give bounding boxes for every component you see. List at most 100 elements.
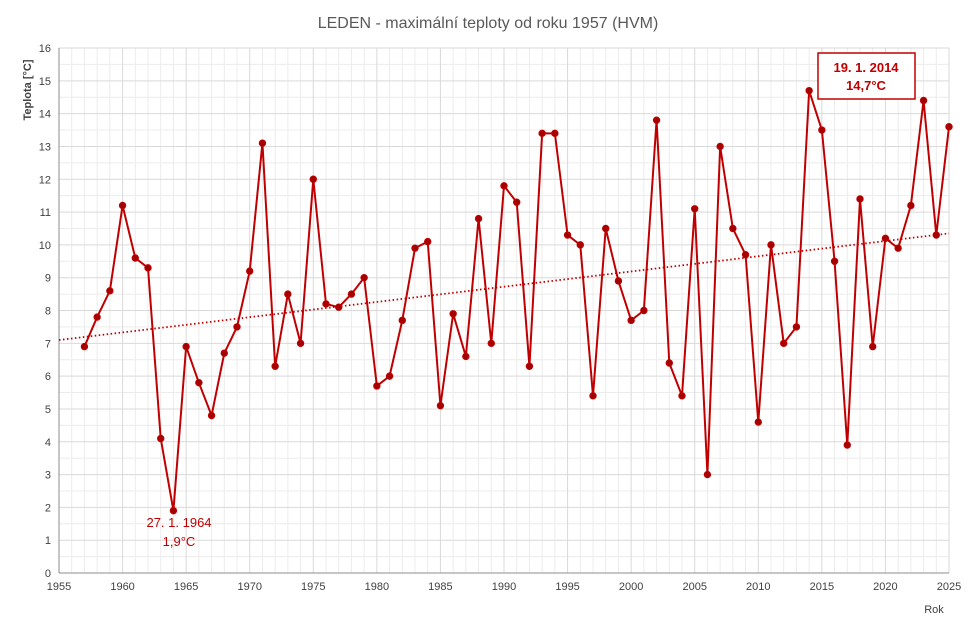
x-tick-label: 1965 [174, 581, 198, 593]
data-point [741, 251, 750, 259]
data-point [373, 382, 381, 390]
data-point [169, 506, 178, 515]
x-tick-label: 2010 [746, 581, 770, 593]
data-point [335, 303, 343, 311]
data-point [385, 372, 394, 380]
data-point [843, 441, 851, 449]
data-point [474, 214, 483, 223]
y-tick-label: 15 [39, 76, 51, 88]
data-point [818, 126, 826, 134]
data-point [614, 277, 623, 285]
data-point [80, 342, 89, 351]
data-point [246, 267, 254, 275]
y-tick-label: 14 [39, 109, 51, 121]
x-tick-label: 1970 [237, 581, 261, 593]
data-point [805, 86, 813, 95]
data-point [233, 323, 241, 331]
data-point [424, 237, 432, 246]
y-tick-label: 9 [45, 273, 51, 285]
trendline [58, 232, 950, 341]
data-point [691, 205, 699, 213]
data-point [932, 231, 940, 239]
x-tick-label: 1960 [110, 581, 134, 593]
data-point [296, 339, 305, 348]
data-point [462, 352, 470, 361]
x-tick-label: 1995 [555, 581, 579, 593]
y-tick-label: 6 [45, 371, 51, 383]
data-point [131, 254, 139, 262]
x-tick-labels: 1955 1960 1965 1970 1975 1980 1985 1990 1995 2000… [47, 581, 961, 593]
data-point [284, 290, 292, 298]
data-point [258, 139, 267, 147]
data-point [652, 116, 661, 124]
data-point [322, 300, 330, 308]
data-point [144, 264, 152, 272]
data-point [767, 241, 775, 249]
annotation-max-box [817, 52, 916, 100]
y-tick-label: 12 [39, 174, 51, 186]
y-tick-label: 4 [45, 437, 51, 449]
annotation-max-value: 14,7°C [846, 78, 887, 93]
data-point [780, 339, 788, 348]
data-point [856, 195, 864, 203]
data-point [207, 411, 216, 420]
data-point [678, 392, 686, 400]
data-point [538, 129, 546, 138]
x-tick-label: 2000 [619, 581, 643, 593]
x-tick-label: 1985 [428, 581, 452, 593]
x-tick-label: 2005 [682, 581, 706, 593]
x-tick-label: 1955 [47, 581, 71, 593]
y-tick-label: 1 [45, 535, 51, 547]
data-point [894, 244, 902, 252]
data-point [182, 342, 190, 351]
grid-lines [58, 47, 950, 574]
data-point [792, 323, 801, 331]
x-tick-label: 2025 [937, 581, 961, 593]
data-point [563, 231, 572, 239]
y-tick-label: 0 [45, 568, 51, 580]
data-point [754, 418, 762, 426]
data-point [500, 182, 508, 190]
data-point [513, 198, 521, 206]
data-point [945, 123, 953, 131]
data-point [487, 339, 495, 348]
data-point [195, 378, 203, 387]
data-point [360, 273, 368, 282]
y-tick-label: 16 [39, 43, 51, 55]
data-point [271, 362, 279, 370]
x-tick-label: 1980 [365, 581, 389, 593]
data-point [716, 142, 724, 151]
data-points [80, 86, 953, 515]
data-point [881, 234, 890, 243]
y-axis-label: Teplota [°C] [22, 59, 34, 120]
data-point [589, 392, 597, 400]
data-point [830, 257, 839, 265]
data-point [729, 224, 737, 233]
data-point [551, 129, 559, 138]
x-axis-label: Rok [924, 604, 944, 616]
y-tick-label: 8 [45, 306, 51, 318]
y-tick-label: 11 [40, 207, 51, 219]
y-tick-label: 13 [39, 141, 51, 153]
y-tick-label: 2 [45, 502, 51, 514]
x-tick-label: 1990 [492, 581, 516, 593]
data-point [919, 96, 928, 105]
data-point [602, 224, 610, 233]
data-point [309, 175, 317, 183]
chart-title: LEDEN - maximální teploty od roku 1957 (… [318, 15, 659, 32]
data-point [627, 316, 635, 325]
y-tick-label: 5 [45, 404, 51, 416]
data-point [398, 316, 406, 325]
data-point [220, 349, 228, 357]
data-point [665, 359, 673, 367]
annotation-max: 19. 1. 2014 14,7°C [817, 52, 916, 100]
data-point [703, 470, 712, 479]
y-tick-label: 10 [39, 240, 51, 252]
x-tick-label: 2020 [873, 581, 897, 593]
data-point [93, 313, 101, 321]
data-point [436, 401, 445, 410]
y-tick-label: 3 [45, 470, 51, 482]
data-point [347, 290, 356, 298]
